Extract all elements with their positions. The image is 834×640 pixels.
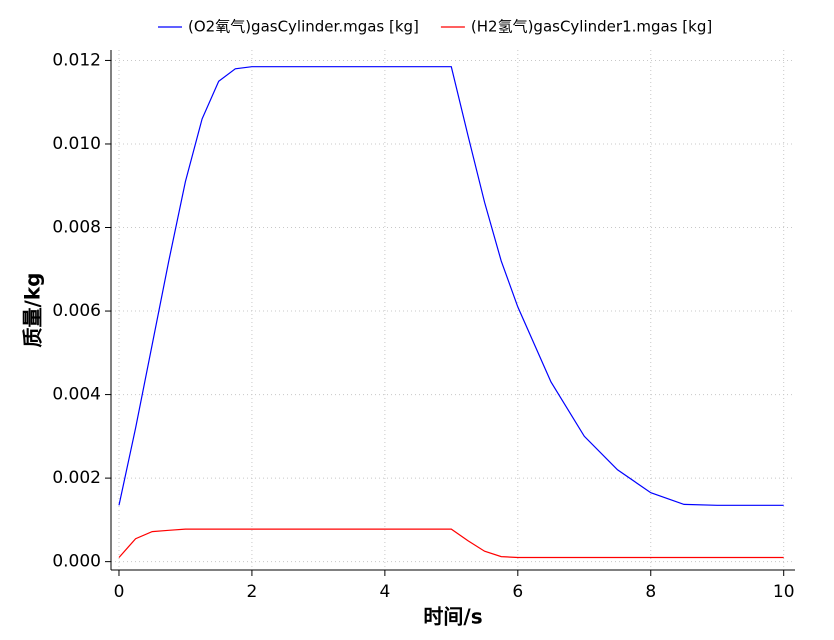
y-tick-label: 0.002 — [52, 468, 101, 488]
legend: (O2氧气)gasCylinder.mgas [kg] (H2氢气)gasCyli… — [158, 18, 712, 36]
legend-label: (H2氢气)gasCylinder1.mgas [kg] — [471, 18, 712, 36]
x-tick-label: 8 — [645, 582, 656, 602]
series-line — [118, 66, 784, 506]
y-axis-title: 质量/kg — [21, 273, 45, 348]
x-tick-label: 4 — [379, 582, 390, 602]
legend-label: (O2氧气)gasCylinder.mgas [kg] — [188, 18, 419, 36]
y-tick-label: 0.010 — [52, 134, 101, 154]
y-tick-label: 0.012 — [52, 50, 101, 70]
y-tick-label: 0.008 — [52, 218, 101, 238]
x-tick-label: 0 — [114, 582, 125, 602]
y-tick-label: 0.006 — [52, 301, 101, 321]
x-axis-title: 时间/s — [423, 605, 482, 629]
y-tick-label: 0.000 — [52, 552, 101, 572]
series-line — [118, 528, 784, 559]
x-tick-label: 10 — [773, 582, 795, 602]
y-tick-label: 0.004 — [52, 385, 101, 405]
x-tick-label: 6 — [512, 582, 523, 602]
x-tick-label: 2 — [247, 582, 258, 602]
